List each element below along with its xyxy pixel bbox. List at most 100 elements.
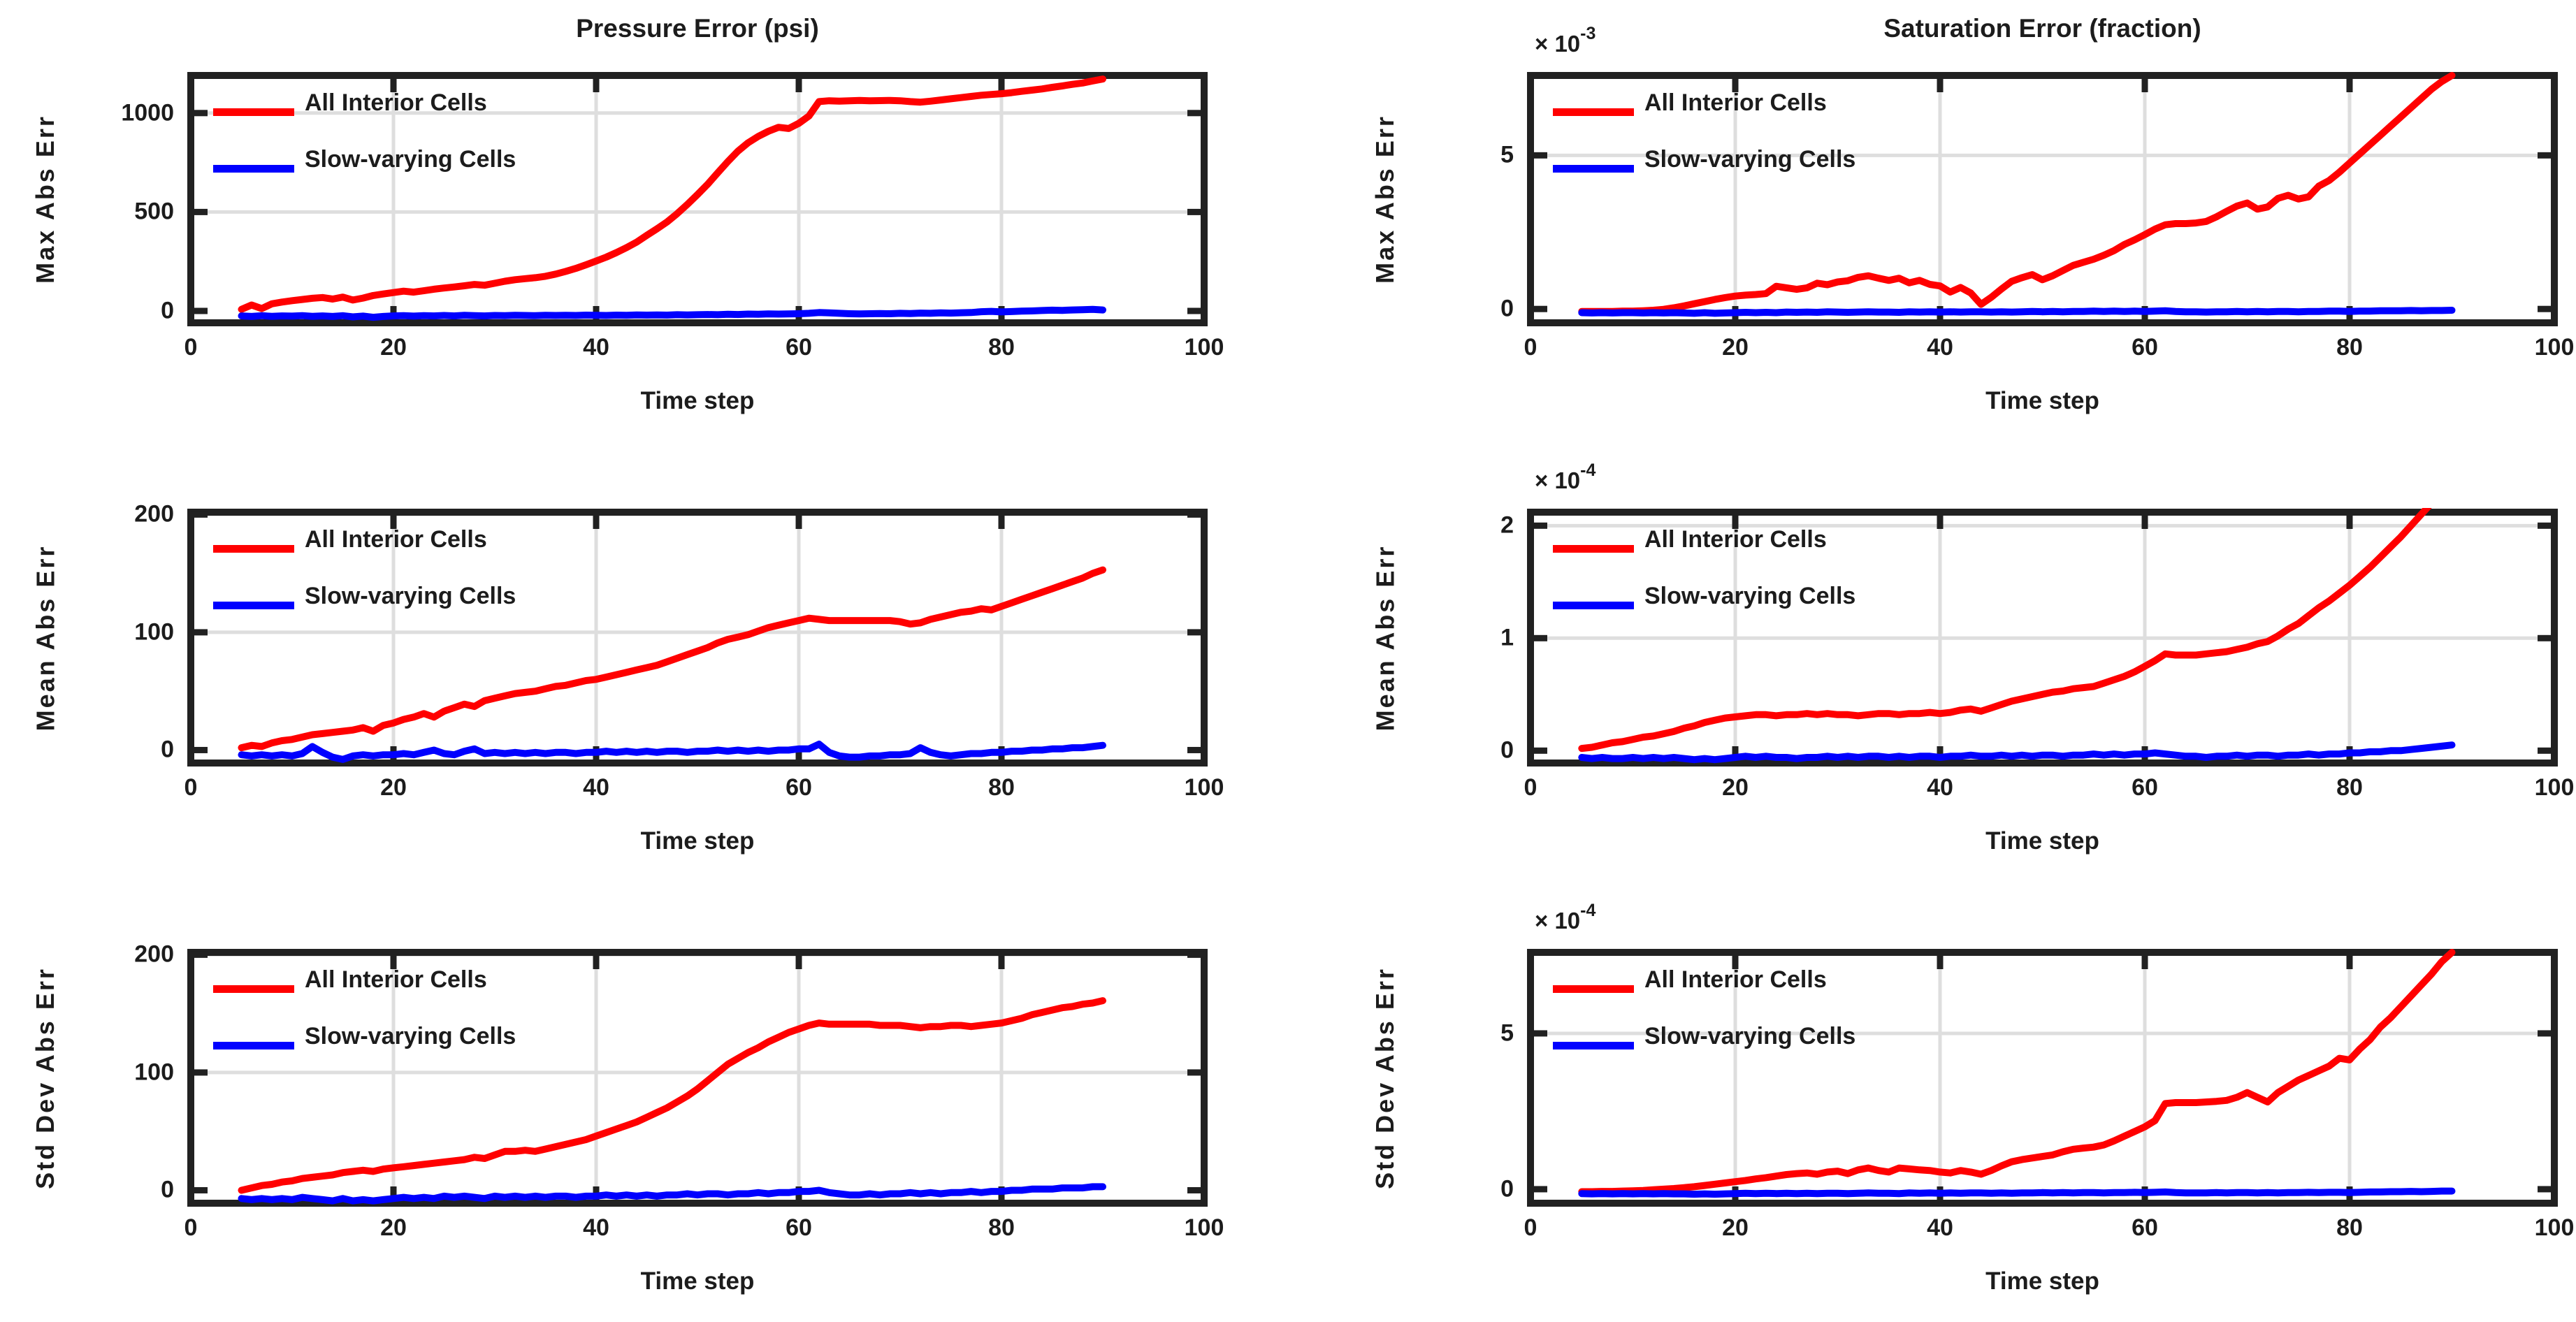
x-tick-label: 60	[2132, 334, 2158, 361]
y-axis-label: Std Dev Abs Err	[31, 966, 59, 1189]
plot-panel-saturation-mean: × 10-4 Mean Abs Err All Interior Cells S…	[1370, 460, 2574, 855]
legend-label: All Interior Cells	[305, 966, 487, 993]
plot-area	[1527, 72, 2558, 326]
plot-panel-pressure-max: Pressure Error (psi) Max Abs Err All Int…	[31, 14, 1224, 414]
legend: All Interior Cells Slow-varying Cells	[1553, 85, 1855, 198]
x-tick-label: 0	[1524, 774, 1537, 801]
legend-entry-slow-varying: Slow-varying Cells	[1553, 142, 1855, 177]
y-axis-label: Max Abs Err	[1370, 115, 1399, 284]
x-tick-label: 20	[380, 334, 407, 361]
legend: All Interior Cells Slow-varying Cells	[1553, 962, 1855, 1075]
x-tick-label: 100	[2534, 334, 2575, 361]
x-axis-label: Time step	[640, 387, 755, 414]
y-tick-label: 0	[1500, 1175, 1514, 1203]
x-tick-label: 20	[1722, 1214, 1749, 1241]
plot-panel-saturation-std: × 10-4 Std Dev Abs Err All Interior Cell…	[1370, 901, 2574, 1295]
y-tick-label: 100	[134, 618, 174, 646]
x-tick-label: 60	[786, 334, 812, 361]
x-tick-label: 100	[1184, 1214, 1224, 1241]
legend: All Interior Cells Slow-varying Cells	[1553, 522, 1855, 635]
plot-area	[1527, 949, 2558, 1207]
legend-line-red-icon	[1553, 985, 1634, 993]
y-axis-exponent: × 10-4	[1535, 901, 1596, 934]
x-tick-label: 20	[380, 774, 407, 801]
x-tick-label: 80	[988, 1214, 1015, 1241]
legend-entry-all-interior: All Interior Cells	[213, 962, 516, 997]
x-tick-label: 100	[2534, 1214, 2575, 1241]
x-tick-label: 0	[184, 334, 198, 361]
legend-line-blue-icon	[1553, 601, 1634, 609]
legend-entry-all-interior: All Interior Cells	[1553, 522, 1855, 557]
legend-line-red-icon	[1553, 544, 1634, 553]
legend-label: All Interior Cells	[305, 89, 487, 116]
x-axis-label: Time step	[1985, 827, 2099, 855]
plot-area	[187, 509, 1208, 767]
legend-label: All Interior Cells	[1644, 525, 1827, 553]
plot-area	[1527, 508, 2558, 767]
x-tick-label: 80	[988, 334, 1015, 361]
y-tick-label: 100	[134, 1059, 174, 1086]
y-tick-label: 1000	[121, 99, 174, 126]
x-tick-label: 0	[1524, 1214, 1537, 1241]
plot-area	[187, 72, 1208, 326]
x-axis-label: Time step	[1985, 1267, 2099, 1295]
x-tick-label: 80	[988, 774, 1015, 801]
x-tick-label: 20	[1722, 334, 1749, 361]
legend-entry-slow-varying: Slow-varying Cells	[213, 579, 516, 613]
legend-entry-all-interior: All Interior Cells	[213, 522, 516, 557]
x-tick-label: 40	[583, 774, 609, 801]
legend-label: Slow-varying Cells	[1644, 145, 1856, 173]
x-tick-label: 40	[1927, 774, 1953, 801]
y-tick-label: 0	[161, 297, 174, 324]
y-tick-label: 0	[1500, 295, 1514, 322]
x-axis-label: Time step	[1985, 387, 2099, 414]
legend-entry-slow-varying: Slow-varying Cells	[1553, 1019, 1855, 1054]
legend-label: All Interior Cells	[1644, 89, 1827, 116]
y-tick-label: 0	[161, 736, 174, 763]
y-axis-label: Max Abs Err	[31, 115, 59, 284]
y-tick-label: 2	[1500, 511, 1514, 539]
x-axis-label: Time step	[640, 1267, 755, 1295]
column-title-pressure: Pressure Error (psi)	[576, 14, 819, 43]
x-tick-label: 80	[2336, 774, 2363, 801]
y-axis-label: Std Dev Abs Err	[1370, 966, 1399, 1189]
legend-entry-all-interior: All Interior Cells	[213, 85, 516, 120]
legend: All Interior Cells Slow-varying Cells	[213, 962, 516, 1075]
legend-entry-slow-varying: Slow-varying Cells	[213, 142, 516, 177]
y-axis-exponent: × 10-4	[1535, 460, 1596, 493]
x-tick-label: 100	[2534, 774, 2575, 801]
legend-line-blue-icon	[213, 601, 294, 609]
x-tick-label: 20	[1722, 774, 1749, 801]
column-title-saturation: Saturation Error (fraction)	[1883, 14, 2201, 43]
legend: All Interior Cells Slow-varying Cells	[213, 522, 516, 635]
x-tick-label: 60	[2132, 1214, 2158, 1241]
legend-line-blue-icon	[213, 164, 294, 173]
legend-line-red-icon	[213, 985, 294, 993]
x-tick-label: 80	[2336, 1214, 2363, 1241]
y-tick-label: 500	[134, 198, 174, 225]
y-tick-label: 0	[161, 1176, 174, 1203]
legend-label: Slow-varying Cells	[305, 1022, 516, 1049]
legend-entry-all-interior: All Interior Cells	[1553, 85, 1855, 120]
plot-area	[187, 949, 1208, 1207]
x-tick-label: 60	[786, 774, 812, 801]
legend-label: Slow-varying Cells	[305, 582, 516, 609]
legend: All Interior Cells Slow-varying Cells	[213, 85, 516, 198]
legend-line-red-icon	[1553, 108, 1634, 116]
legend-entry-all-interior: All Interior Cells	[1553, 962, 1855, 997]
y-tick-label: 5	[1500, 141, 1514, 168]
x-tick-label: 40	[583, 1214, 609, 1241]
x-tick-label: 100	[1184, 334, 1224, 361]
y-tick-label: 200	[134, 500, 174, 528]
legend-entry-slow-varying: Slow-varying Cells	[1553, 579, 1855, 613]
x-tick-label: 0	[184, 774, 198, 801]
plot-panel-saturation-max: Saturation Error (fraction) × 10-3 Max A…	[1370, 14, 2574, 414]
legend-label: Slow-varying Cells	[305, 145, 516, 173]
legend-line-red-icon	[213, 544, 294, 553]
legend-line-blue-icon	[1553, 164, 1634, 173]
plot-panel-pressure-mean: Mean Abs Err All Interior Cells Slow-var…	[31, 501, 1224, 855]
x-tick-label: 60	[2132, 774, 2158, 801]
x-tick-label: 100	[1184, 774, 1224, 801]
y-axis-exponent: × 10-3	[1535, 24, 1596, 57]
